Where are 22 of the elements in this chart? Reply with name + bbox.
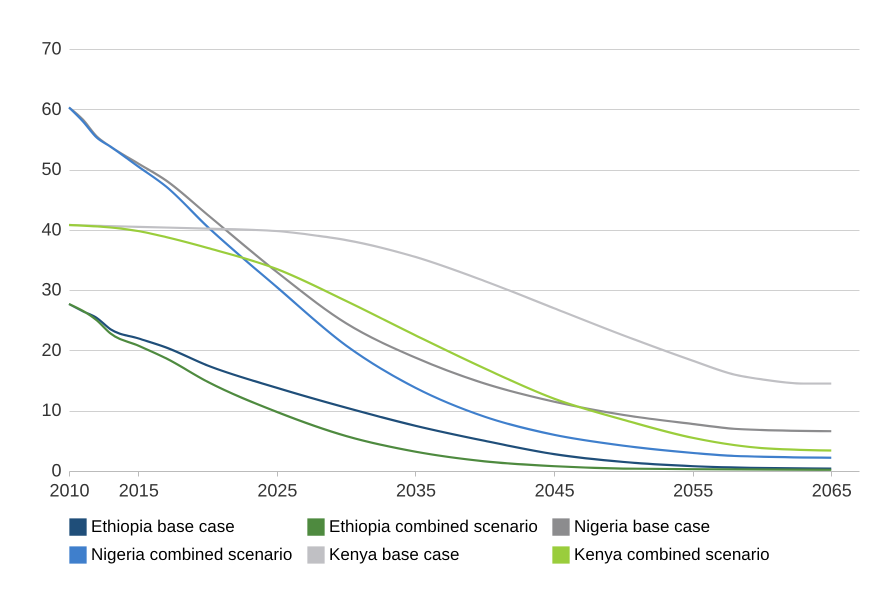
x-tick-label: 2015 [118, 480, 159, 500]
x-tick-label: 2055 [673, 480, 714, 500]
legend-label: Nigeria combined scenario [91, 545, 292, 564]
y-tick-label: 0 [51, 460, 62, 480]
y-tick-label: 60 [41, 98, 62, 119]
y-tick-label: 20 [41, 340, 62, 360]
x-tick-label: 2065 [812, 480, 852, 500]
legend-label: Nigeria base case [574, 517, 710, 536]
legend-label: Ethiopia combined scenario [329, 517, 538, 536]
x-tick-label: 2025 [257, 480, 298, 500]
x-tick-label: 2010 [49, 480, 90, 500]
y-tick-label: 70 [41, 38, 62, 58]
x-tick-label: 2035 [396, 480, 436, 500]
y-tick-label: 50 [41, 159, 62, 180]
y-tick-label: 10 [41, 400, 62, 420]
y-tick-label: 30 [41, 280, 62, 300]
y-tick-label: 40 [41, 219, 62, 240]
legend-label: Kenya combined scenario [574, 545, 770, 564]
legend-label: Kenya base case [329, 545, 460, 564]
legend-label: Ethiopia base case [91, 517, 235, 536]
x-tick-label: 2045 [534, 480, 575, 500]
line-series [68, 224, 832, 452]
